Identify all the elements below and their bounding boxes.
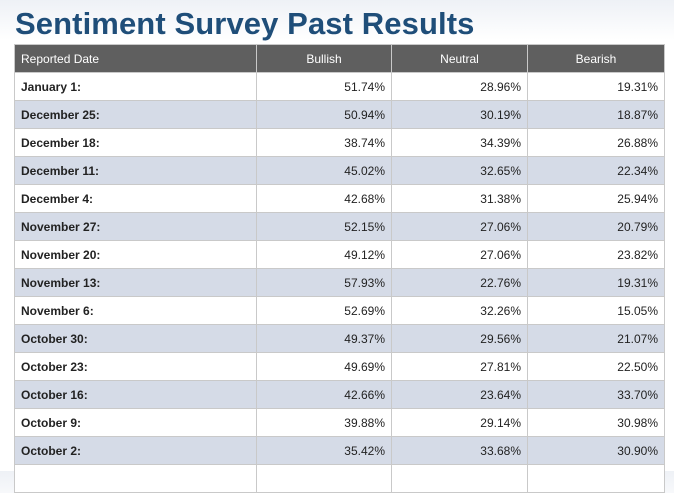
table-row: November 13: 57.93% 22.76% 19.31% xyxy=(14,268,665,297)
cell-neutral: 22.76% xyxy=(391,268,528,297)
cell-bearish: 19.31% xyxy=(527,72,665,101)
cell-bullish: 49.37% xyxy=(256,324,392,353)
cell-bearish: 22.50% xyxy=(527,352,665,381)
page-title: Sentiment Survey Past Results xyxy=(15,6,475,41)
cell-bullish: 45.02% xyxy=(256,156,392,185)
table-row: December 11: 45.02% 32.65% 22.34% xyxy=(14,156,665,185)
cell-bullish: 49.69% xyxy=(256,352,392,381)
cell-bullish: 51.74% xyxy=(256,72,392,101)
cell-reported-date: December 25: xyxy=(14,100,257,129)
cell-reported-date: November 6: xyxy=(14,296,257,325)
cell-bearish: 19.31% xyxy=(527,268,665,297)
cell-reported-date: November 27: xyxy=(14,212,257,241)
cell-reported-date: December 18: xyxy=(14,128,257,157)
cell-neutral: 32.65% xyxy=(391,156,528,185)
cell-bullish: 42.66% xyxy=(256,380,392,409)
cell-bullish: 49.12% xyxy=(256,240,392,269)
table-row: November 20: 49.12% 27.06% 23.82% xyxy=(14,240,665,269)
table-row xyxy=(14,464,665,493)
sentiment-results-table: Reported Date Bullish Neutral Bearish Ja… xyxy=(14,44,665,493)
cell-bullish: 38.74% xyxy=(256,128,392,157)
cell-reported-date xyxy=(14,464,257,493)
cell-bearish: 33.70% xyxy=(527,380,665,409)
cell-reported-date: December 11: xyxy=(14,156,257,185)
cell-neutral: 27.06% xyxy=(391,240,528,269)
cell-bearish: 26.88% xyxy=(527,128,665,157)
column-header-neutral: Neutral xyxy=(391,44,528,73)
cell-neutral: 29.56% xyxy=(391,324,528,353)
cell-neutral: 30.19% xyxy=(391,100,528,129)
cell-bullish: 50.94% xyxy=(256,100,392,129)
cell-neutral: 34.39% xyxy=(391,128,528,157)
cell-neutral: 31.38% xyxy=(391,184,528,213)
table-row: December 4: 42.68% 31.38% 25.94% xyxy=(14,184,665,213)
column-header-bullish: Bullish xyxy=(256,44,392,73)
table-row: November 27: 52.15% 27.06% 20.79% xyxy=(14,212,665,241)
cell-reported-date: October 2: xyxy=(14,436,257,465)
cell-reported-date: December 4: xyxy=(14,184,257,213)
cell-bullish: 42.68% xyxy=(256,184,392,213)
cell-bearish: 23.82% xyxy=(527,240,665,269)
cell-bearish: 30.98% xyxy=(527,408,665,437)
cell-bearish: 30.90% xyxy=(527,436,665,465)
cell-neutral: 29.14% xyxy=(391,408,528,437)
cell-reported-date: October 30: xyxy=(14,324,257,353)
cell-bullish: 35.42% xyxy=(256,436,392,465)
cell-reported-date: January 1: xyxy=(14,72,257,101)
cell-neutral: 28.96% xyxy=(391,72,528,101)
table-row: October 2: 35.42% 33.68% 30.90% xyxy=(14,436,665,465)
column-header-reported-date: Reported Date xyxy=(14,44,257,73)
cell-bearish: 22.34% xyxy=(527,156,665,185)
cell-bullish: 52.69% xyxy=(256,296,392,325)
table-row: November 6: 52.69% 32.26% 15.05% xyxy=(14,296,665,325)
cell-reported-date: October 9: xyxy=(14,408,257,437)
cell-bearish xyxy=(527,464,665,493)
cell-bullish: 57.93% xyxy=(256,268,392,297)
table-row: December 25: 50.94% 30.19% 18.87% xyxy=(14,100,665,129)
cell-neutral: 32.26% xyxy=(391,296,528,325)
cell-neutral xyxy=(391,464,528,493)
table-body: January 1: 51.74% 28.96% 19.31% December 25:… xyxy=(14,72,665,493)
cell-bullish: 39.88% xyxy=(256,408,392,437)
cell-reported-date: October 16: xyxy=(14,380,257,409)
cell-reported-date: November 13: xyxy=(14,268,257,297)
table-row: January 1: 51.74% 28.96% 19.31% xyxy=(14,72,665,101)
cell-neutral: 23.64% xyxy=(391,380,528,409)
cell-bearish: 21.07% xyxy=(527,324,665,353)
table-row: October 9: 39.88% 29.14% 30.98% xyxy=(14,408,665,437)
table-row: October 16: 42.66% 23.64% 33.70% xyxy=(14,380,665,409)
cell-bearish: 15.05% xyxy=(527,296,665,325)
cell-reported-date: November 20: xyxy=(14,240,257,269)
cell-bullish: 52.15% xyxy=(256,212,392,241)
cell-bearish: 18.87% xyxy=(527,100,665,129)
cell-bearish: 20.79% xyxy=(527,212,665,241)
cell-neutral: 27.06% xyxy=(391,212,528,241)
table-row: October 30: 49.37% 29.56% 21.07% xyxy=(14,324,665,353)
table-row: December 18: 38.74% 34.39% 26.88% xyxy=(14,128,665,157)
cell-bullish xyxy=(256,464,392,493)
cell-reported-date: October 23: xyxy=(14,352,257,381)
cell-neutral: 33.68% xyxy=(391,436,528,465)
cell-neutral: 27.81% xyxy=(391,352,528,381)
table-header-row: Reported Date Bullish Neutral Bearish xyxy=(14,44,665,73)
table-row: October 23: 49.69% 27.81% 22.50% xyxy=(14,352,665,381)
cell-bearish: 25.94% xyxy=(527,184,665,213)
column-header-bearish: Bearish xyxy=(527,44,665,73)
